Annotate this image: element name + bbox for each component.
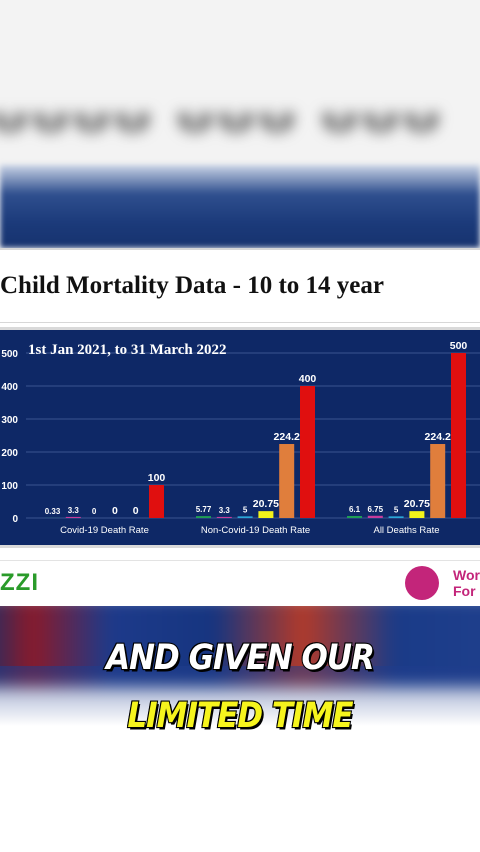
bar [237,516,253,518]
blurred-header-background: ᴗᴗᴗᴗ ᴗᴗᴗ ᴗᴗᴗ [0,0,480,248]
data-label: 20.75 [404,498,430,510]
data-label: 224.2 [425,431,451,443]
chart-title-strip: Child Mortality Data - 10 to 14 year [0,248,480,323]
bar [149,485,164,518]
data-label: 0 [92,507,97,516]
blurred-footer-background [0,606,480,852]
chart-subtitle: 1st Jan 2021, to 31 March 2022 [28,342,226,358]
data-label: 100 [148,472,166,484]
bar [279,444,295,518]
data-label: 6.1 [349,505,361,514]
data-label: 5.77 [196,505,212,514]
bars [45,353,466,518]
brand-logo-left: ZZI [0,569,39,596]
caption-line-1: AND GIVEN OUR [105,637,376,680]
bar [409,511,425,518]
data-label: 400 [299,373,317,385]
chart-title: Child Mortality Data - 10 to 14 year [0,272,384,299]
blurred-footer-fade [0,666,480,726]
bar [367,515,383,518]
y-tick-label: 100 [1,481,18,492]
bar [196,516,211,518]
blurred-header-white [0,0,480,180]
caption-line-2: LIMITED TIME [126,695,354,738]
y-tick-label: 500 [1,349,18,360]
bar [216,516,232,518]
data-label: 0.33 [45,507,61,516]
bar-chart-panel: 500 400 300 200 100 0 1st Jan 2021, to 31 Mar… [0,327,480,548]
category-label: Non-Covid-19 Death Rate [201,525,310,536]
data-label: 5 [243,505,248,514]
data-label: 5 [394,505,399,514]
brand-strip: ZZI Wor For [0,560,480,607]
brand-logo-right: Wor For [453,567,480,599]
bar [430,444,446,518]
bar [65,516,81,518]
data-label: 500 [450,340,468,352]
y-tick-label: 0 [12,514,18,525]
bar [300,386,315,518]
data-label: 0 [133,505,139,517]
bar [258,511,274,518]
blurred-header-text: ᴗᴗᴗᴗ ᴗᴗᴗ ᴗᴗᴗ [0,61,443,148]
data-label: 3.3 [68,506,80,515]
brand-logo-icon [405,566,439,600]
y-tick-label: 300 [1,415,18,426]
category-labels: Covid-19 Death Rate Non-Covid-19 Death Ra… [60,525,439,536]
data-label: 20.75 [253,498,279,510]
bar [451,353,466,518]
brand-logo-right-line1: Wor [453,567,480,583]
gridlines [26,352,480,519]
category-label: Covid-19 Death Rate [60,525,149,536]
bar [388,516,404,518]
bar [347,515,362,518]
data-label: 0 [112,505,118,517]
data-label: 224.2 [274,431,300,443]
y-tick-label: 400 [1,382,18,393]
data-label: 6.75 [368,505,384,514]
blurred-header-band [0,165,480,248]
data-labels: 0.33 3.3 0 0 0 100 5.77 3.3 5 20.75 224.2 400 6.1 6.7… [45,340,468,517]
category-label: All Deaths Rate [373,525,439,536]
y-tick-label: 200 [1,448,18,459]
data-label: 3.3 [219,506,231,515]
y-axis-ticks: 500 400 300 200 100 0 [1,349,18,525]
brand-logo-right-line2: For [453,583,476,599]
